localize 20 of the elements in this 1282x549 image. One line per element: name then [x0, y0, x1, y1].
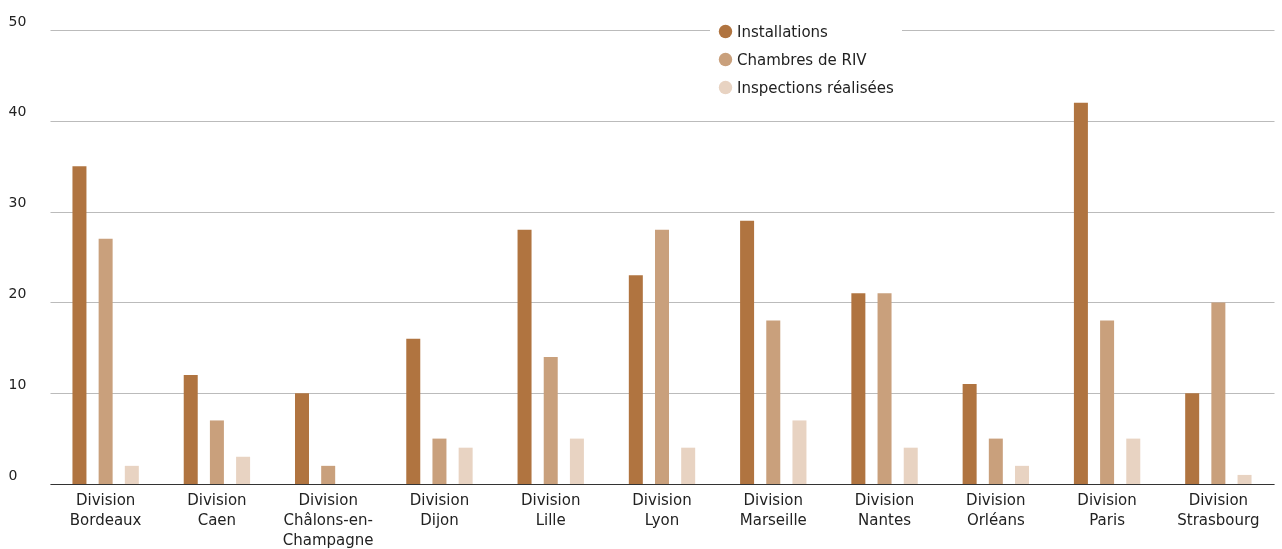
x-tick-label: Division Dijon [409, 490, 470, 529]
legend-label: Chambres de RIV [737, 50, 868, 69]
x-tick-label: Division Marseille [739, 490, 807, 529]
y-tick-label: 0 [8, 466, 18, 483]
x-tick-label: Division Strasbourg [1177, 490, 1260, 529]
y-tick-label: 30 [8, 194, 27, 211]
legend-label: Installations [737, 22, 829, 41]
x-tick-label: Division Caen [187, 490, 247, 529]
x-tick-label: Division Châlons-en-Champagne [282, 490, 374, 549]
x-tick-label: Division Lyon [632, 490, 692, 529]
y-tick-label: 10 [8, 375, 27, 392]
x-tick-label: Division Bordeaux [69, 490, 142, 529]
y-tick-label: 50 [8, 12, 27, 29]
x-tick-label: Division Nantes [854, 490, 915, 529]
x-tick-label: Division Paris [1077, 490, 1137, 529]
x-tick-label: Division Orléans [966, 490, 1026, 529]
x-tick-label: Division Lille [521, 490, 581, 529]
y-tick-label: 20 [8, 284, 27, 301]
legend-label: Inspections réalisées [737, 78, 894, 97]
y-tick-label: 40 [8, 103, 27, 120]
